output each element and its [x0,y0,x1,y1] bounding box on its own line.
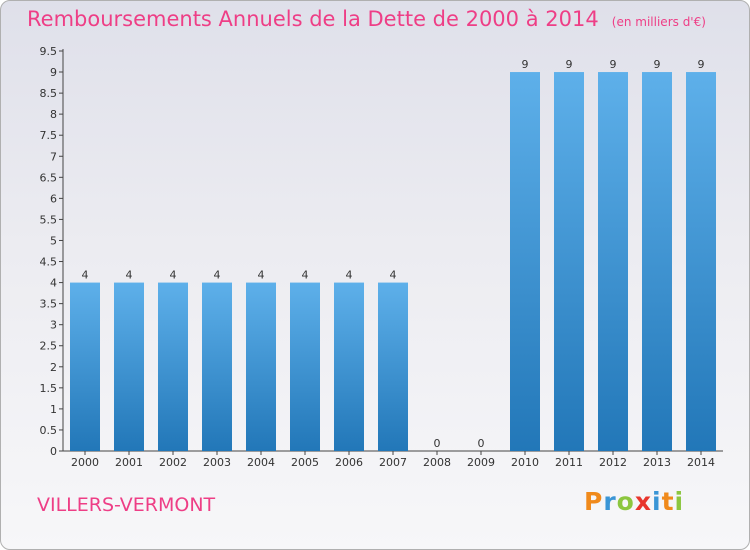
y-tick-label: 7.5 [40,129,58,142]
value-label: 4 [126,269,133,282]
x-tick-label: 2001 [115,456,143,469]
x-tick-label: 2000 [71,456,99,469]
unit-text: (en milliers d'€) [611,15,706,29]
y-tick-label: 5 [50,234,57,247]
y-tick-label: 8.5 [40,87,58,100]
value-label: 9 [566,58,573,71]
x-tick-label: 2007 [379,456,407,469]
bar [510,72,540,451]
bar [598,72,628,451]
value-label: 9 [698,58,705,71]
y-tick-label: 6 [50,192,57,205]
value-label: 0 [478,437,485,450]
x-tick-label: 2006 [335,456,363,469]
value-label: 4 [214,269,221,282]
value-label: 4 [302,269,309,282]
x-tick-label: 2014 [687,456,715,469]
y-tick-label: 2 [50,361,57,374]
logo-letter: i [674,487,685,516]
logo-letter: t [661,487,675,516]
bar [686,72,716,451]
logo-letter: x [634,487,652,516]
y-tick-label: 1 [50,403,57,416]
chart-title: Remboursements Annuels de la Dette de 20… [27,7,706,31]
bar [70,282,100,451]
x-tick-label: 2009 [467,456,495,469]
logo-letter: i [652,487,662,516]
y-tick-label: 9 [50,66,57,79]
x-tick-label: 2011 [555,456,583,469]
value-label: 4 [82,269,89,282]
y-tick-label: 5.5 [40,213,58,226]
logo-letter: P [584,487,604,516]
bar [246,282,276,451]
bar [554,72,584,451]
y-tick-label: 2.5 [40,340,58,353]
logo-letter: o [616,487,635,516]
bars: 4 4 4 4 4 4 4 4 0 0 9 9 9 9 9 [70,58,716,451]
bar [290,282,320,451]
x-tick-label: 2002 [159,456,187,469]
bar [378,282,408,451]
bar [202,282,232,451]
x-tick-label: 2012 [599,456,627,469]
value-label: 9 [522,58,529,71]
value-label: 9 [610,58,617,71]
value-label: 4 [170,269,177,282]
logo-letter: r [603,487,617,516]
bar [642,72,672,451]
y-tick-label: 6.5 [40,171,58,184]
bar [114,282,144,451]
y-tick-label: 4 [50,277,57,290]
y-tick-label: 3 [50,319,57,332]
proxiti-logo[interactable]: Proxiti [584,487,684,516]
x-tick-label: 2013 [643,456,671,469]
x-tick-label: 2010 [511,456,539,469]
title-text: Remboursements Annuels de la Dette de 20… [27,7,599,31]
y-tick-label: 8 [50,108,57,121]
x-tick-label: 2008 [423,456,451,469]
value-label: 9 [654,58,661,71]
value-label: 0 [434,437,441,450]
place-name: VILLERS-VERMONT [37,494,216,516]
value-label: 4 [258,269,265,282]
x-tick-label: 2004 [247,456,275,469]
y-tick-label: 9.5 [40,45,58,58]
x-tick-label: 2003 [203,456,231,469]
bar [158,282,188,451]
bar [334,282,364,451]
y-tick-label: 3.5 [40,298,58,311]
value-label: 4 [390,269,397,282]
x-tick-label: 2005 [291,456,319,469]
y-tick-label: 0.5 [40,424,58,437]
y-tick-label: 4.5 [40,256,58,269]
y-tick-label: 1.5 [40,382,58,395]
value-label: 4 [346,269,353,282]
y-tick-label: 7 [50,150,57,163]
axes: 0 0.5 1 1.5 2 2.5 3 3.5 4 4.5 5 5.5 6 6.5 7 7.5 8 8.5 9 9.5… [40,45,723,469]
y-tick-label: 0 [50,445,57,458]
